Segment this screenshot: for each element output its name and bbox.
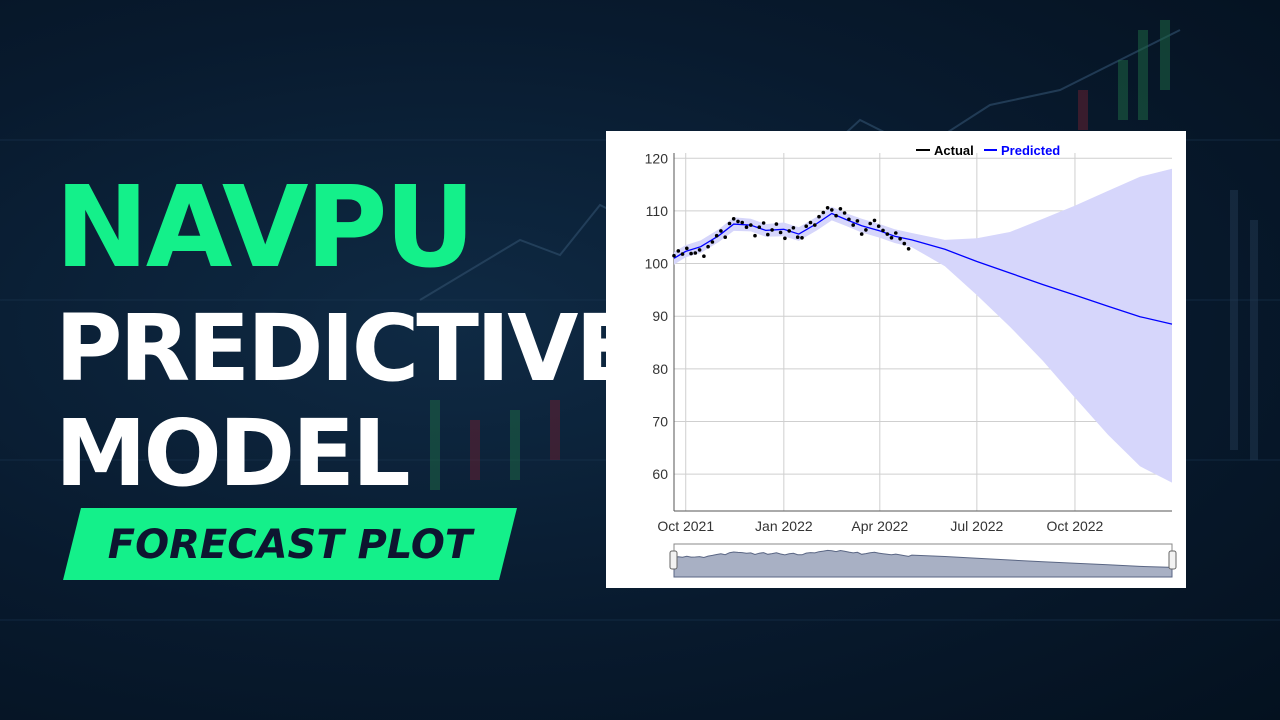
actual-data-point (830, 208, 834, 212)
actual-data-point (795, 235, 800, 239)
actual-data-point (766, 232, 770, 237)
badge-forecast-plot: FORECAST PLOT (107, 522, 473, 568)
actual-data-point (791, 226, 796, 230)
actual-data-point (676, 249, 681, 253)
actual-data-point (906, 247, 911, 251)
actual-data-point (821, 210, 826, 215)
actual-data-point (859, 232, 864, 236)
y-tick-label: 90 (652, 308, 668, 324)
actual-data-point (864, 228, 868, 232)
actual-data-point (847, 217, 851, 222)
y-tick-label: 80 (652, 361, 668, 377)
actual-data-point (783, 236, 787, 241)
actual-data-point (693, 251, 698, 255)
actual-data-point (894, 231, 898, 235)
actual-data-point (885, 232, 890, 236)
actual-data-point (680, 252, 685, 256)
range-selector-preview (673, 549, 1173, 578)
actual-data-point (727, 221, 732, 226)
title-line-model: MODEL (55, 400, 411, 507)
range-handle-left[interactable] (669, 550, 678, 570)
legend-predicted-label: Predicted (1001, 143, 1060, 158)
actual-data-point (710, 240, 715, 244)
y-tick-label: 110 (646, 203, 669, 219)
actual-data-point (834, 213, 838, 218)
chart-panel: 60 70 80 90 100 110 120 Oct 2021 Jan 2022 Apr 202… (606, 131, 1186, 588)
actual-data-point (808, 220, 813, 225)
actual-data-point (706, 244, 710, 249)
actual-data-point (702, 254, 706, 258)
actual-data-point (825, 206, 830, 210)
actual-data-point (868, 221, 872, 226)
actual-data-point (697, 248, 702, 252)
actual-data-point (813, 223, 817, 227)
x-tick-label: Jan 2022 (755, 518, 813, 534)
x-tick-label: Oct 2022 (1047, 518, 1104, 534)
actual-data-point (740, 220, 744, 225)
actual-data-point (736, 219, 740, 224)
actual-data-point (855, 219, 860, 223)
y-tick-label: 70 (652, 414, 668, 430)
actual-data-point (749, 223, 753, 227)
actual-data-point (889, 236, 894, 240)
actual-data-point (685, 246, 689, 251)
actual-data-point (881, 228, 885, 233)
actual-data-point (872, 218, 877, 223)
actual-data-point (800, 236, 804, 240)
actual-data-point (838, 207, 843, 211)
actual-data-point (753, 233, 757, 238)
x-tick-label: Oct 2021 (657, 518, 714, 534)
actual-data-point (902, 241, 907, 246)
predicted-series-line (673, 212, 1173, 325)
actual-data-point (842, 211, 847, 215)
y-tick-label: 120 (645, 150, 669, 166)
x-tick-label: Apr 2022 (851, 518, 908, 534)
actual-data-point (719, 229, 723, 233)
range-handle-right[interactable] (1168, 550, 1177, 570)
actual-data-point (731, 217, 736, 221)
actual-data-point (757, 225, 762, 229)
actual-data-point (876, 224, 881, 228)
actual-data-point (761, 221, 766, 225)
actual-data-point (714, 233, 719, 238)
y-tick-label: 100 (645, 256, 669, 272)
actual-data-point (770, 228, 774, 232)
actual-data-point (787, 229, 791, 233)
actual-data-point (723, 235, 727, 239)
actual-data-point (672, 253, 676, 258)
y-tick-label: 60 (652, 466, 668, 482)
actual-data-point (774, 222, 779, 226)
actual-data-point (689, 251, 693, 256)
legend-actual-label: Actual (934, 143, 974, 158)
actual-data-point (778, 230, 783, 235)
title-line-predictive: PREDICTIVE (55, 295, 638, 402)
actual-data-point (817, 214, 821, 219)
predicted-uncertainty-band (674, 168, 1172, 483)
actual-data-point (898, 237, 902, 241)
actual-data-point (744, 225, 749, 229)
x-tick-label: Jul 2022 (950, 518, 1003, 534)
forecast-chart[interactable]: 60 70 80 90 100 110 120 Oct 2021 Jan 2022 Apr 202… (606, 131, 1186, 588)
actual-data-point (804, 224, 808, 228)
actual-data-point (851, 223, 855, 227)
title-line-navpu: NAVPU (55, 163, 476, 293)
